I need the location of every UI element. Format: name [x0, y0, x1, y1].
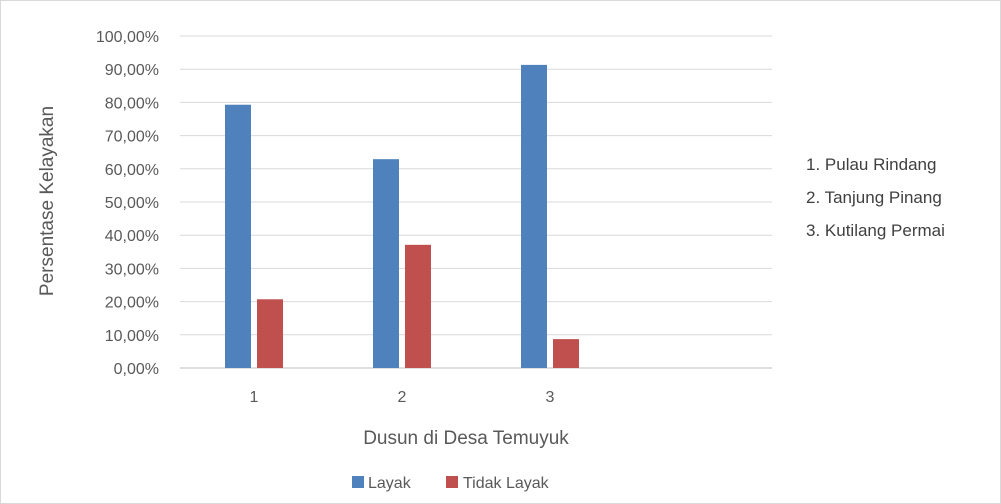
y-tick-label: 70,00%: [105, 129, 159, 146]
y-tick-label: 100,00%: [96, 29, 159, 46]
note-3: 3. Kutilang Permai: [806, 221, 945, 240]
legend-swatch-tidak-layak: [446, 476, 458, 488]
y-tick-label: 80,00%: [105, 95, 159, 112]
x-tick-label: 2: [398, 389, 407, 406]
bar-tidak-layak-2: [405, 244, 431, 368]
legend-label-layak: Layak: [368, 475, 412, 492]
x-axis-title: Dusun di Desa Temuyuk: [363, 428, 569, 449]
y-tick-label: 0,00%: [114, 361, 159, 378]
bar-layak-2: [373, 159, 399, 368]
note-2: 2. Tanjung Pinang: [806, 188, 942, 207]
note-1: 1. Pulau Rindang: [806, 155, 936, 174]
y-tick-label: 60,00%: [105, 162, 159, 179]
y-tick-label: 90,00%: [105, 62, 159, 79]
bars: [225, 64, 579, 368]
y-tick-label: 50,00%: [105, 195, 159, 212]
y-tick-labels: 0,00% 10,00% 20,00% 30,00% 40,00% 50,00% 60,00…: [96, 29, 159, 378]
y-tick-label: 40,00%: [105, 228, 159, 245]
x-tick-labels: 1 2 3: [250, 389, 555, 406]
legend-swatch-layak: [352, 476, 364, 488]
dusun-notes: 1. Pulau Rindang 2. Tanjung Pinang 3. Ku…: [806, 155, 945, 240]
bar-tidak-layak-1: [257, 299, 283, 368]
x-tick-label: 1: [250, 389, 259, 406]
bar-layak-3: [521, 64, 547, 368]
legend-label-tidak-layak: Tidak Layak: [463, 475, 550, 492]
y-axis-title: Persentase Kelayakan: [37, 106, 58, 296]
y-tick-label: 10,00%: [105, 328, 159, 345]
bar-tidak-layak-3: [553, 339, 579, 368]
y-tick-label: 20,00%: [105, 295, 159, 312]
y-tick-label: 30,00%: [105, 261, 159, 278]
legend: Layak Tidak Layak: [352, 475, 550, 492]
bar-layak-1: [225, 104, 251, 368]
x-tick-label: 3: [546, 389, 555, 406]
